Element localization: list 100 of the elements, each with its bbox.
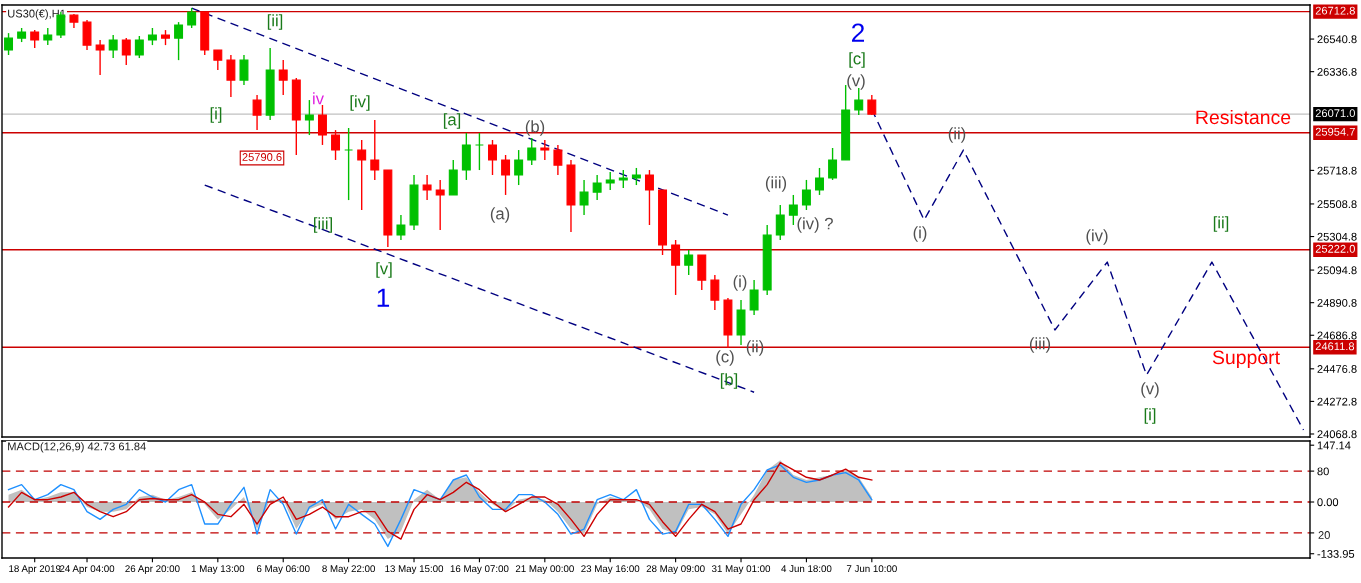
candlestick [422, 174, 432, 201]
candlestick [710, 274, 720, 311]
annotation: Resistance [1196, 109, 1291, 125]
annotation: 25790.6 [242, 153, 282, 161]
candlestick [671, 239, 681, 296]
y-tick-label: 24476.8 [1317, 365, 1357, 373]
candlestick [396, 214, 406, 241]
candlestick [174, 21, 184, 61]
x-tick-label: 4 Jun 18:00 [781, 565, 832, 573]
y-tick-label: 147.14 [1317, 441, 1351, 450]
annotation: [iii] [314, 217, 332, 233]
y-tick-label: 24068.8 [1317, 430, 1357, 439]
candlestick [239, 54, 249, 86]
candlestick [4, 32, 14, 56]
annotation: (c) [716, 350, 734, 366]
candlestick [474, 132, 484, 171]
y-tick-label: 0.00 [1317, 498, 1339, 507]
candlestick [788, 194, 798, 226]
x-tick-label: 13 May 15:00 [385, 565, 444, 575]
candlestick [331, 129, 341, 161]
y-tick-label: 25718.8 [1317, 166, 1357, 175]
candlestick [226, 54, 236, 98]
candlestick [134, 35, 144, 59]
y-tick-label: 25508.8 [1317, 200, 1357, 209]
x-tick-label: 26 Apr 20:00 [125, 565, 180, 575]
annotation: (iv) [1086, 229, 1108, 245]
candlestick [82, 19, 92, 51]
candlestick [684, 249, 694, 276]
y-tick-label: 80 [1317, 467, 1329, 476]
annotation: (iv) ? [797, 217, 833, 233]
annotation: (v) [847, 74, 865, 90]
candlestick [592, 174, 602, 201]
candlestick [121, 37, 131, 66]
y-tick-label: -133.95 [1317, 550, 1355, 558]
candlestick [488, 139, 497, 176]
x-tick-label: 24 Apr 04:00 [59, 565, 115, 575]
y-tick-label: 25304.8 [1317, 232, 1357, 241]
candlestick [749, 279, 759, 316]
annotation: [iv] [350, 95, 370, 111]
annotation: 2 [851, 23, 865, 42]
candlestick [644, 169, 654, 226]
y-tick-label: 26540.8 [1317, 35, 1357, 44]
y-tick-label: 24686.8 [1317, 331, 1357, 340]
y-tick-label: 26336.8 [1317, 67, 1357, 76]
candlestick [278, 59, 288, 96]
candlestick [304, 99, 314, 136]
candlestick [618, 169, 628, 189]
chart-title: MACD(12,26,9) 42.73 61.84 [8, 442, 146, 453]
annotation: [b] [720, 373, 738, 389]
candlestick [605, 171, 615, 191]
candlestick [213, 49, 223, 71]
annotation: [i] [1144, 408, 1156, 424]
candlestick [579, 179, 589, 216]
annotation: [i] [210, 107, 222, 123]
text: 20 [1318, 531, 1330, 539]
annotation: 1 [377, 288, 390, 307]
annotation: Support [1212, 350, 1280, 369]
ref-line-label: 26071.0 [1315, 109, 1355, 118]
candlestick [815, 167, 824, 196]
x-tick-label: 23 May 16:00 [581, 565, 640, 575]
annotation: (i) [913, 226, 927, 242]
candlestick [108, 34, 118, 59]
x-tick-label: 16 May 07:00 [450, 565, 509, 575]
candlestick [95, 39, 105, 76]
candlestick [435, 179, 445, 231]
annotation: [c] [849, 52, 865, 68]
x-tick-label: 31 May 01:00 [711, 565, 771, 575]
x-tick-label: 28 May 09:00 [646, 565, 705, 575]
x-tick-label: 7 Jun 10:00 [846, 565, 897, 573]
x-tick-label: 1 May 13:00 [191, 565, 245, 575]
ref-line-label: 25222.0 [1315, 244, 1355, 253]
candlestick [317, 104, 327, 146]
candlestick [775, 204, 785, 241]
y-tick-label: 24272.8 [1317, 397, 1357, 406]
annotation: (i) [733, 275, 747, 291]
ref-line-label: 24611.8 [1315, 342, 1355, 351]
ref-line-label: 26712.8 [1315, 6, 1355, 15]
annotation: (v) [1141, 382, 1159, 398]
candlestick [344, 127, 354, 201]
annotation: [ii] [1213, 216, 1229, 232]
candlestick [527, 137, 537, 166]
candlestick [252, 94, 262, 131]
x-tick-label: 18 Apr 2019 [9, 565, 61, 575]
annotation: (iii) [765, 176, 787, 192]
candlestick [357, 139, 367, 211]
candlestick [370, 119, 380, 181]
ref-line-label: 25954.7 [1315, 127, 1355, 136]
candlestick [514, 149, 524, 186]
annotation: [a] [443, 113, 461, 129]
y-tick-label: 25094.8 [1317, 266, 1357, 275]
annotation: [v] [376, 262, 392, 278]
candlestick [187, 7, 197, 29]
x-tick-label: 6 May 06:00 [256, 565, 310, 575]
candlestick [828, 147, 838, 181]
candlestick [501, 154, 511, 196]
annotation: [ii] [267, 14, 283, 30]
annotation: iv [313, 92, 324, 105]
candlestick [553, 144, 563, 176]
x-tick-label: 21 May 00:00 [515, 565, 574, 575]
candlestick [801, 179, 811, 211]
